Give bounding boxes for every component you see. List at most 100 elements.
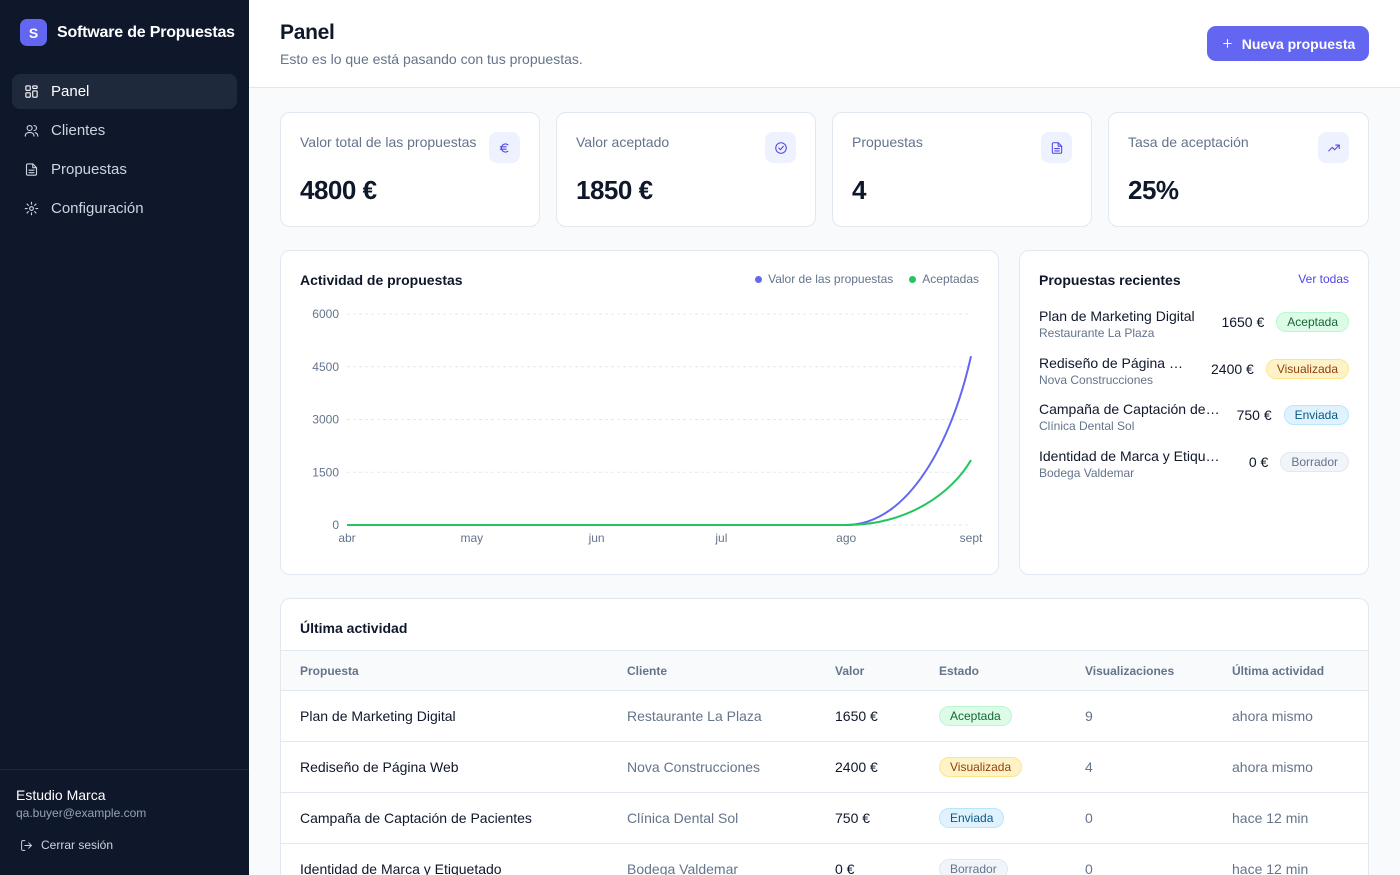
recent-proposal-meta: 2400 € Visualizada — [1211, 359, 1349, 379]
sidebar-item-label: Panel — [51, 83, 90, 100]
recent-proposal-client: Clínica Dental Sol — [1039, 419, 1135, 433]
column-header-client[interactable]: Cliente — [608, 650, 816, 691]
table-header-row: Propuesta Cliente Valor Estado Visualiza… — [281, 650, 1368, 691]
recent-proposal-item[interactable]: Rediseño de Página Web Nova Construccion… — [1039, 355, 1349, 395]
status-badge: Borrador — [1280, 452, 1349, 472]
column-header-last-activity[interactable]: Última actividad — [1213, 650, 1368, 691]
recent-proposal-meta: 1650 € Aceptada — [1221, 312, 1349, 332]
logout-label: Cerrar sesión — [41, 838, 114, 852]
cell-last-activity: ahora mismo — [1213, 741, 1368, 793]
y-tick-label: 1500 — [312, 465, 339, 479]
check-circle-icon — [765, 132, 796, 163]
see-all-link[interactable]: Ver todas — [1298, 272, 1349, 286]
cell-client: Nova Construcciones — [608, 741, 816, 793]
recent-proposal-item[interactable]: Campaña de Captación de Pacientes Clínic… — [1039, 401, 1349, 441]
x-tick-label: jun — [588, 531, 605, 545]
latest-activity-table: Propuesta Cliente Valor Estado Visualiza… — [281, 650, 1368, 875]
x-tick-label: abr — [338, 531, 355, 545]
sidebar-item-configuracion[interactable]: Configuración — [12, 191, 237, 226]
activity-chart-title: Actividad de propuestas — [300, 272, 463, 288]
table-row[interactable]: Rediseño de Página Web Nova Construccion… — [281, 741, 1368, 793]
sidebar-item-propuestas[interactable]: Propuestas — [12, 152, 237, 187]
kpi-value: 4 — [852, 175, 866, 205]
status-badge: Enviada — [1283, 405, 1349, 425]
cell-value: 1650 € — [816, 690, 920, 742]
legend-dot — [909, 275, 917, 283]
recent-proposal-name: Identidad de Marca y Etiquetado — [1039, 448, 1227, 464]
users-icon — [24, 124, 39, 137]
column-header-views[interactable]: Visualizaciones — [1066, 650, 1213, 691]
trending-up-icon — [1318, 132, 1349, 163]
activity-chart: 0 1500 3000 4500 6000 abr may jun jul ago sept — [312, 307, 983, 545]
brand-name: Software de Propuestas — [57, 23, 235, 41]
column-header-status[interactable]: Estado — [920, 650, 1066, 691]
kpi-value: 25% — [1128, 175, 1179, 205]
kpi-label: Valor total de las propuestas — [300, 134, 477, 150]
dashboard-icon — [25, 85, 38, 98]
column-header-proposal[interactable]: Propuesta — [281, 650, 608, 691]
logout-button[interactable]: Cerrar sesión — [20, 838, 113, 852]
y-tick-label: 3000 — [312, 413, 339, 427]
brand-logo: S — [20, 19, 47, 46]
legend-label: Valor de las propuestas — [768, 272, 894, 286]
cell-proposal: Campaña de Captación de Pacientes — [281, 792, 608, 844]
legend-dot — [755, 275, 763, 283]
main-content: Panel Esto es lo que está pasando con tu… — [249, 0, 1400, 875]
recent-proposal-name: Plan de Marketing Digital — [1039, 308, 1195, 324]
sidebar-item-label: Clientes — [51, 122, 106, 139]
cell-value: 2400 € — [816, 741, 920, 793]
euro-icon — [489, 132, 520, 163]
cell-status: Enviada — [920, 792, 1066, 844]
sidebar-item-label: Propuestas — [51, 161, 127, 178]
table-row[interactable]: Campaña de Captación de Pacientes Clínic… — [281, 792, 1368, 844]
sidebar-item-clientes[interactable]: Clientes — [12, 113, 237, 148]
page-header: Panel Esto es lo que está pasando con tu… — [249, 0, 1400, 88]
new-proposal-button[interactable]: Nueva propuesta — [1207, 26, 1369, 61]
document-icon — [1041, 132, 1072, 163]
cell-value: 0 € — [816, 843, 920, 875]
x-tick-label: ago — [836, 531, 856, 545]
cell-proposal: Plan de Marketing Digital — [281, 690, 608, 742]
sidebar-item-panel[interactable]: Panel — [12, 74, 237, 109]
cell-status: Borrador — [920, 843, 1066, 875]
gear-icon — [24, 201, 39, 216]
recent-proposal-item[interactable]: Identidad de Marca y Etiquetado Bodega V… — [1039, 448, 1349, 488]
recent-proposal-name: Rediseño de Página Web — [1039, 355, 1189, 371]
y-tick-label: 6000 — [312, 307, 339, 321]
table-row[interactable]: Identidad de Marca y Etiquetado Bodega V… — [281, 843, 1368, 875]
kpi-label: Tasa de aceptación — [1128, 134, 1249, 150]
recent-proposal-client: Restaurante La Plaza — [1039, 326, 1155, 340]
recent-proposal-meta: 0 € Borrador — [1249, 452, 1349, 472]
kpi-card-accepted-value: Valor aceptado 1850 € — [556, 112, 816, 227]
recent-proposal-amount: 2400 € — [1211, 361, 1254, 377]
recent-proposal-item[interactable]: Plan de Marketing Digital Restaurante La… — [1039, 308, 1349, 348]
cell-status: Aceptada — [920, 690, 1066, 742]
cell-last-activity: ahora mismo — [1213, 690, 1368, 742]
legend-label: Aceptadas — [922, 272, 979, 286]
cell-client: Clínica Dental Sol — [608, 792, 816, 844]
y-tick-label: 0 — [332, 518, 339, 532]
kpi-value: 4800 € — [300, 175, 377, 205]
status-badge: Visualizada — [1265, 359, 1349, 379]
column-header-value[interactable]: Valor — [816, 650, 920, 691]
sidebar-item-label: Configuración — [51, 200, 144, 217]
legend-item-accepted: Aceptadas — [909, 272, 979, 286]
x-tick-label: sept — [960, 531, 983, 545]
plus-icon — [1222, 39, 1232, 48]
status-badge: Aceptada — [1276, 312, 1349, 332]
chart-legend: Valor de las propuestas Aceptadas — [755, 272, 979, 286]
table-row[interactable]: Plan de Marketing Digital Restaurante La… — [281, 690, 1368, 742]
latest-activity-title: Última actividad — [300, 620, 408, 636]
recent-proposal-name: Campaña de Captación de Pacientes — [1039, 401, 1221, 417]
series-line — [346, 355, 972, 526]
kpi-card-proposals: Propuestas 4 — [832, 112, 1092, 227]
status-badge: Visualizada — [939, 757, 1023, 777]
cell-client: Bodega Valdemar — [608, 843, 816, 875]
kpi-card-acceptance-rate: Tasa de aceptación 25% — [1108, 112, 1369, 227]
brand[interactable]: S Software de Propuestas — [20, 19, 235, 46]
cell-views: 4 — [1066, 741, 1213, 793]
recent-proposal-amount: 1650 € — [1221, 314, 1265, 330]
series-line — [346, 459, 972, 526]
status-badge: Aceptada — [939, 706, 1012, 726]
recent-proposal-amount: 0 € — [1248, 454, 1269, 470]
